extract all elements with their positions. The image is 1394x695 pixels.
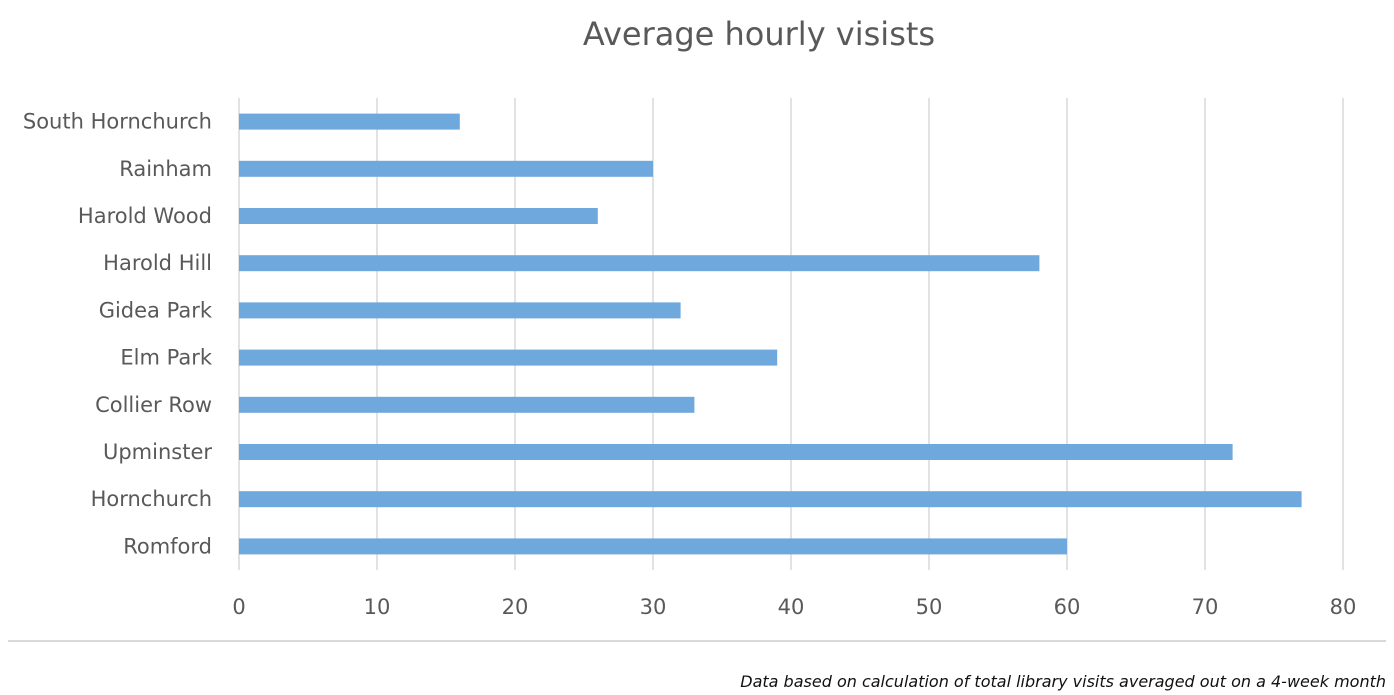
category-label: Rainham — [119, 157, 212, 181]
category-labels: South Hornchurch Rainham Harold Wood Harold… — [23, 110, 213, 559]
x-tick-label: 20 — [502, 595, 529, 619]
bar — [239, 302, 681, 319]
category-label: Upminster — [103, 440, 212, 464]
chart-title: Average hourly visists — [583, 15, 935, 53]
category-label: Harold Hill — [103, 251, 212, 275]
x-tick-label: 80 — [1330, 595, 1357, 619]
x-tick-label: 50 — [916, 595, 943, 619]
category-label: Collier Row — [95, 393, 212, 417]
chart-note: Data based on calculation of total libra… — [740, 672, 1386, 691]
x-tick-label: 70 — [1192, 595, 1219, 619]
category-label: Harold Wood — [78, 204, 212, 228]
x-tick-label: 40 — [778, 595, 805, 619]
bar — [239, 160, 653, 177]
category-label: Gidea Park — [99, 298, 213, 322]
bar — [239, 255, 1040, 272]
category-label: Romford — [123, 534, 212, 558]
bar — [239, 538, 1067, 555]
bar — [239, 113, 460, 130]
x-tick-label: 10 — [364, 595, 391, 619]
x-tick-label: 0 — [232, 595, 245, 619]
x-tick-label: 60 — [1054, 595, 1081, 619]
x-tick-label: 30 — [640, 595, 667, 619]
bars — [239, 113, 1302, 555]
bar — [239, 208, 598, 224]
category-label: South Hornchurch — [23, 110, 212, 134]
x-tick-labels: 0 10 20 30 40 50 60 70 80 — [232, 595, 1356, 619]
category-label: Elm Park — [120, 346, 212, 370]
bar — [239, 349, 778, 366]
bar — [239, 444, 1233, 460]
category-label: Hornchurch — [91, 487, 212, 511]
bar — [239, 491, 1302, 508]
bar — [239, 396, 695, 413]
